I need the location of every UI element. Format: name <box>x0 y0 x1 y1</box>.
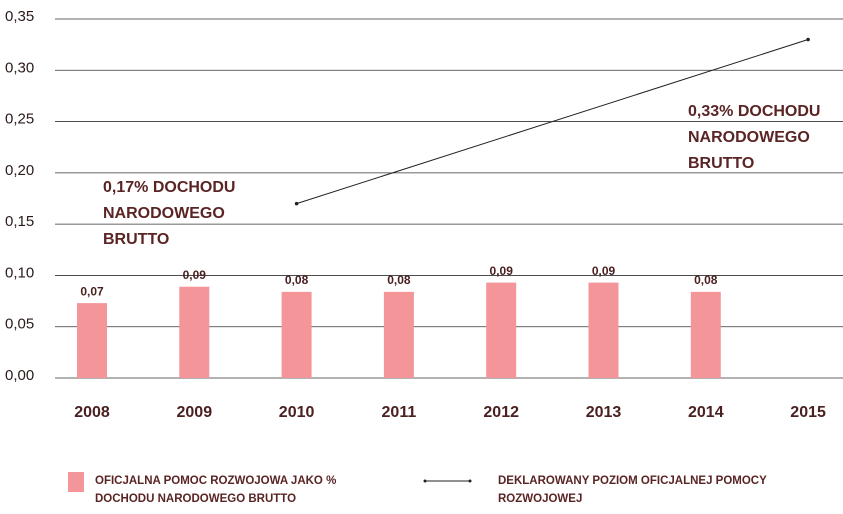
value-label: 0,09 <box>183 268 207 282</box>
bar <box>383 291 414 378</box>
x-tick-label: 2011 <box>382 404 417 421</box>
value-label: 0,08 <box>285 273 309 287</box>
x-tick-label: 2012 <box>483 404 519 421</box>
annotation: BRUTTO <box>103 231 169 248</box>
value-label: 0,08 <box>694 273 718 287</box>
legend-swatch-bar <box>68 472 84 492</box>
bar <box>77 303 107 378</box>
bar <box>486 282 517 378</box>
bar <box>281 291 312 378</box>
legend-label: DEKLAROWANY POZIOM OFICJALNEJ POMOCY ROZ… <box>498 475 767 505</box>
line-point <box>806 37 810 42</box>
value-label: 0,09 <box>592 264 616 278</box>
y-tick-label: 0,25 <box>5 111 34 128</box>
value-label: 0,08 <box>387 273 411 287</box>
y-tick-label: 0,00 <box>5 367 34 384</box>
bar <box>690 291 721 378</box>
bar <box>588 282 619 378</box>
value-label: 0,09 <box>490 264 514 278</box>
line-point <box>294 201 299 206</box>
annotation: 0,17% DOCHODU <box>103 179 235 196</box>
y-tick-label: 0,05 <box>5 316 34 333</box>
bar <box>179 286 210 378</box>
annotation: NARODOWEGO <box>688 129 810 146</box>
annotation: NARODOWEGO <box>103 205 225 222</box>
y-tick-label: 0,30 <box>5 59 34 76</box>
line <box>296 39 809 205</box>
y-tick-label: 0,35 <box>5 8 34 25</box>
x-tick-label: 2014 <box>688 404 724 421</box>
x-tick-label: 2013 <box>586 404 622 421</box>
annotation: 0,33% DOCHODU <box>688 103 820 120</box>
y-tick-label: 0,20 <box>5 162 34 179</box>
x-tick-label: 2008 <box>74 404 110 421</box>
x-tick-label: 2009 <box>177 404 213 421</box>
value-label: 0,07 <box>80 284 104 298</box>
x-tick-label: 2010 <box>279 404 315 421</box>
legend-label: OFICJALNA POMOC ROZWOJOWA JAKO % DOCHODU… <box>95 475 337 505</box>
y-tick-label: 0,15 <box>5 213 34 230</box>
annotation: BRUTTO <box>688 155 754 172</box>
x-tick-label: 2015 <box>790 404 826 421</box>
y-tick-label: 0,10 <box>5 264 34 281</box>
